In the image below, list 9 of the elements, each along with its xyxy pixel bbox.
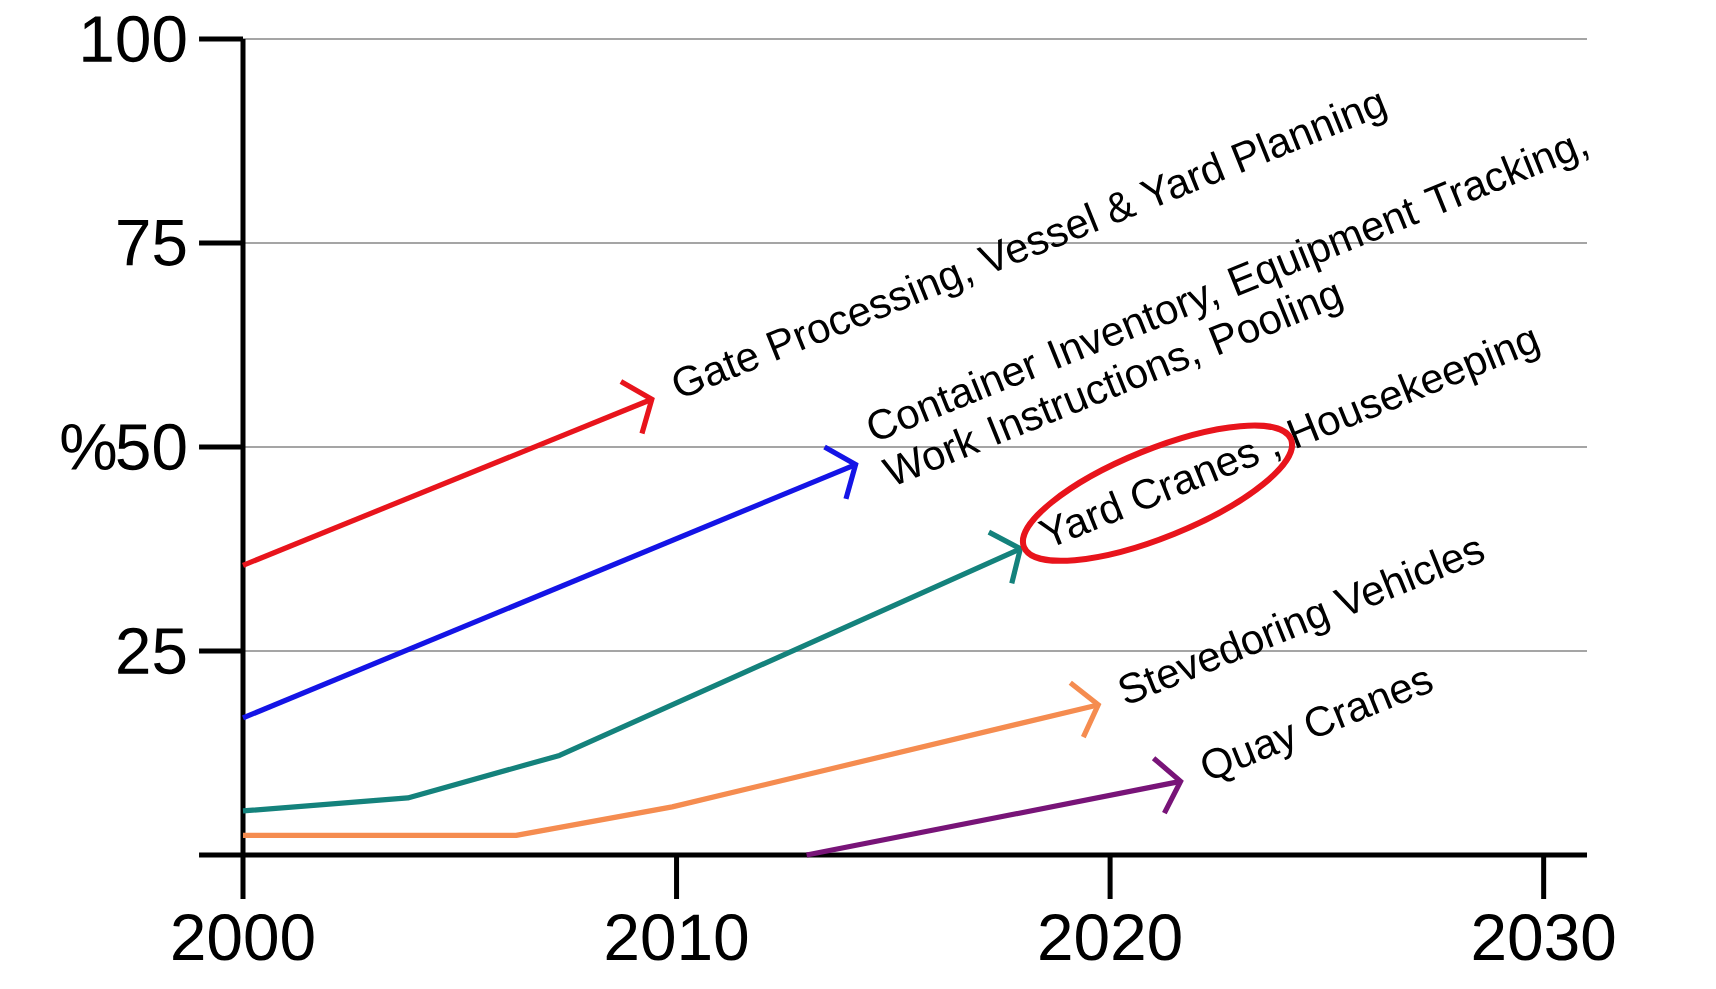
x-tick-label: 2000 (173, 914, 314, 961)
y-tick-label: 100 (83, 15, 186, 63)
y-tick-label: 50 (117, 423, 186, 471)
y-axis-title: % (61, 423, 116, 470)
x-tick-label: 2020 (1040, 914, 1181, 961)
x-tick-label: 2010 (606, 914, 748, 961)
x-tick-label: 2030 (1473, 914, 1615, 961)
y-tick-label: 25 (118, 627, 186, 675)
y-tick-label: 75 (118, 220, 186, 266)
